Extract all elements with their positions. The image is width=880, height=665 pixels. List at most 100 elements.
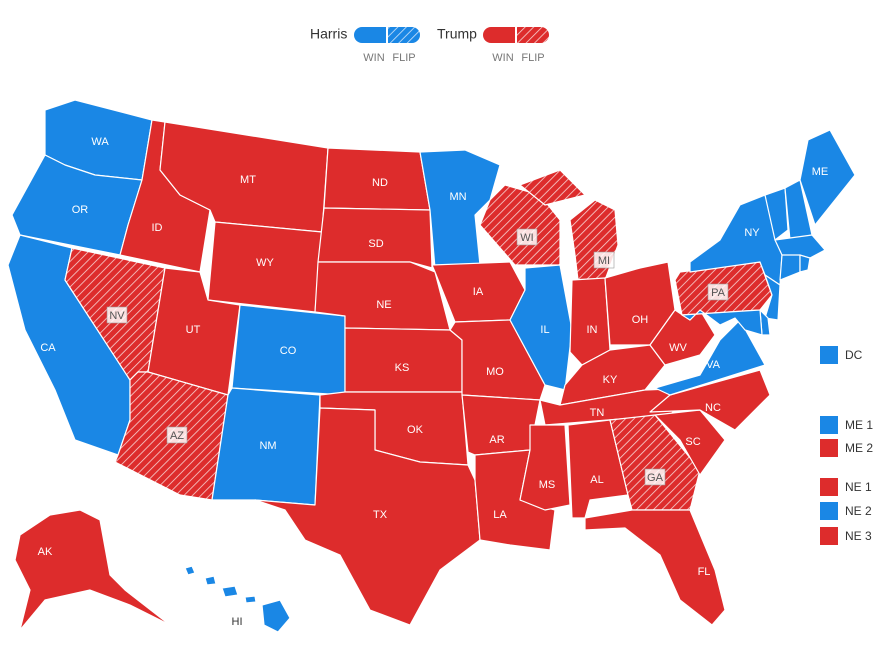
district-swatch[interactable]	[820, 478, 838, 496]
district-label: DC	[845, 348, 863, 362]
state: MS	[519, 424, 571, 511]
state: AK	[14, 509, 171, 631]
district-swatch[interactable]	[820, 416, 838, 434]
state-label: AK	[38, 546, 53, 558]
state-label: OK	[407, 424, 424, 436]
district-label: NE 2	[845, 504, 872, 518]
state: ND	[323, 147, 431, 211]
state-shape[interactable]	[764, 187, 789, 241]
state	[764, 187, 789, 241]
state-label: SC	[685, 436, 700, 448]
state-shape[interactable]	[344, 327, 463, 393]
state-shape[interactable]	[519, 424, 571, 511]
state-label: VA	[706, 359, 721, 371]
state-label: MI	[598, 255, 610, 267]
flip-label-box	[166, 426, 188, 444]
legend-item: FLIP	[521, 52, 544, 64]
state-shape[interactable]	[799, 129, 856, 226]
state-shape[interactable]	[569, 277, 611, 366]
state-label: AL	[590, 474, 603, 486]
state-shape[interactable]	[681, 309, 763, 336]
state-label: NY	[744, 227, 760, 239]
state-shape[interactable]	[779, 254, 801, 281]
state-label: FL	[698, 566, 711, 578]
state-shape[interactable]	[461, 394, 541, 456]
legend-item: WIN	[492, 52, 513, 64]
state: MO	[449, 319, 546, 401]
state-label: OR	[72, 204, 89, 216]
state-shape[interactable]	[14, 509, 171, 631]
state-label: WA	[91, 136, 109, 148]
state-shape[interactable]	[419, 149, 501, 269]
states: WA OR CA NV ID MT WY UT AZ CO NM ND SD NE KS OK TX MN IA MO…	[7, 99, 856, 633]
state-shape[interactable]	[509, 264, 573, 391]
state-label: MO	[486, 366, 504, 378]
state: WY	[207, 221, 323, 313]
state: WI	[479, 184, 561, 266]
state: AZ	[114, 371, 229, 501]
state-label: OH	[632, 314, 649, 326]
state-label: IL	[540, 324, 549, 336]
state-label: NM	[259, 440, 276, 452]
state: TX	[254, 407, 481, 626]
flip-label-box	[707, 283, 729, 301]
state-shape[interactable]	[774, 234, 826, 259]
district-swatch[interactable]	[820, 439, 838, 457]
state-label: NC	[705, 402, 721, 414]
state-label: TX	[373, 509, 388, 521]
state-label: AR	[489, 434, 504, 446]
legend-swatch-win	[483, 27, 515, 43]
legend-name: Trump	[437, 26, 477, 42]
flip-label-box	[516, 228, 538, 246]
state-label: NV	[109, 310, 125, 322]
state-shape[interactable]	[584, 509, 726, 626]
state-label: HI	[232, 616, 243, 628]
state	[799, 254, 811, 273]
state: IN	[569, 277, 611, 366]
state-label: MS	[539, 479, 556, 491]
state: FL	[584, 509, 726, 626]
state-shape[interactable]	[479, 184, 561, 266]
state-shape[interactable]	[254, 407, 481, 626]
state-label: NE	[376, 299, 391, 311]
state: ME	[799, 129, 856, 226]
state-shape[interactable]	[764, 274, 781, 321]
state-label: CA	[40, 342, 56, 354]
state-label: PA	[711, 287, 726, 299]
state-label: CO	[280, 345, 297, 357]
state-label: KS	[395, 362, 410, 374]
district-label: NE 3	[845, 529, 872, 543]
state-shape[interactable]	[184, 565, 291, 633]
district-swatch[interactable]	[820, 346, 838, 364]
district-swatch[interactable]	[820, 502, 838, 520]
state-shape[interactable]	[799, 254, 811, 273]
state-label: SD	[368, 238, 383, 250]
flip-label-box	[593, 251, 615, 269]
legend-swatch-flip	[517, 27, 549, 43]
legend-name: Harris	[310, 26, 347, 42]
district-swatch[interactable]	[820, 527, 838, 545]
state-label: MT	[240, 174, 256, 186]
state-label: LA	[493, 509, 507, 521]
legend-swatch-win	[354, 27, 386, 43]
state	[764, 274, 781, 321]
state: AL	[567, 419, 629, 519]
state: HI	[184, 565, 291, 633]
legend-item: FLIP	[392, 52, 415, 64]
state-label: MN	[449, 191, 466, 203]
legend-item: WIN	[363, 52, 384, 64]
state	[779, 254, 801, 281]
state-shape[interactable]	[449, 319, 546, 401]
district-label: ME 1	[845, 418, 873, 432]
flip-label-box	[106, 306, 128, 324]
state-label: UT	[186, 324, 201, 336]
state	[774, 234, 826, 259]
legend-swatch-flip	[388, 27, 420, 43]
state: SD	[317, 207, 433, 269]
state-shape[interactable]	[317, 207, 433, 269]
state: AR	[461, 394, 541, 456]
districts: DC ME 1 ME 2 NE 1 NE 2 NE 3	[820, 346, 873, 545]
state: MI	[519, 169, 619, 281]
state-label: KY	[603, 374, 618, 386]
